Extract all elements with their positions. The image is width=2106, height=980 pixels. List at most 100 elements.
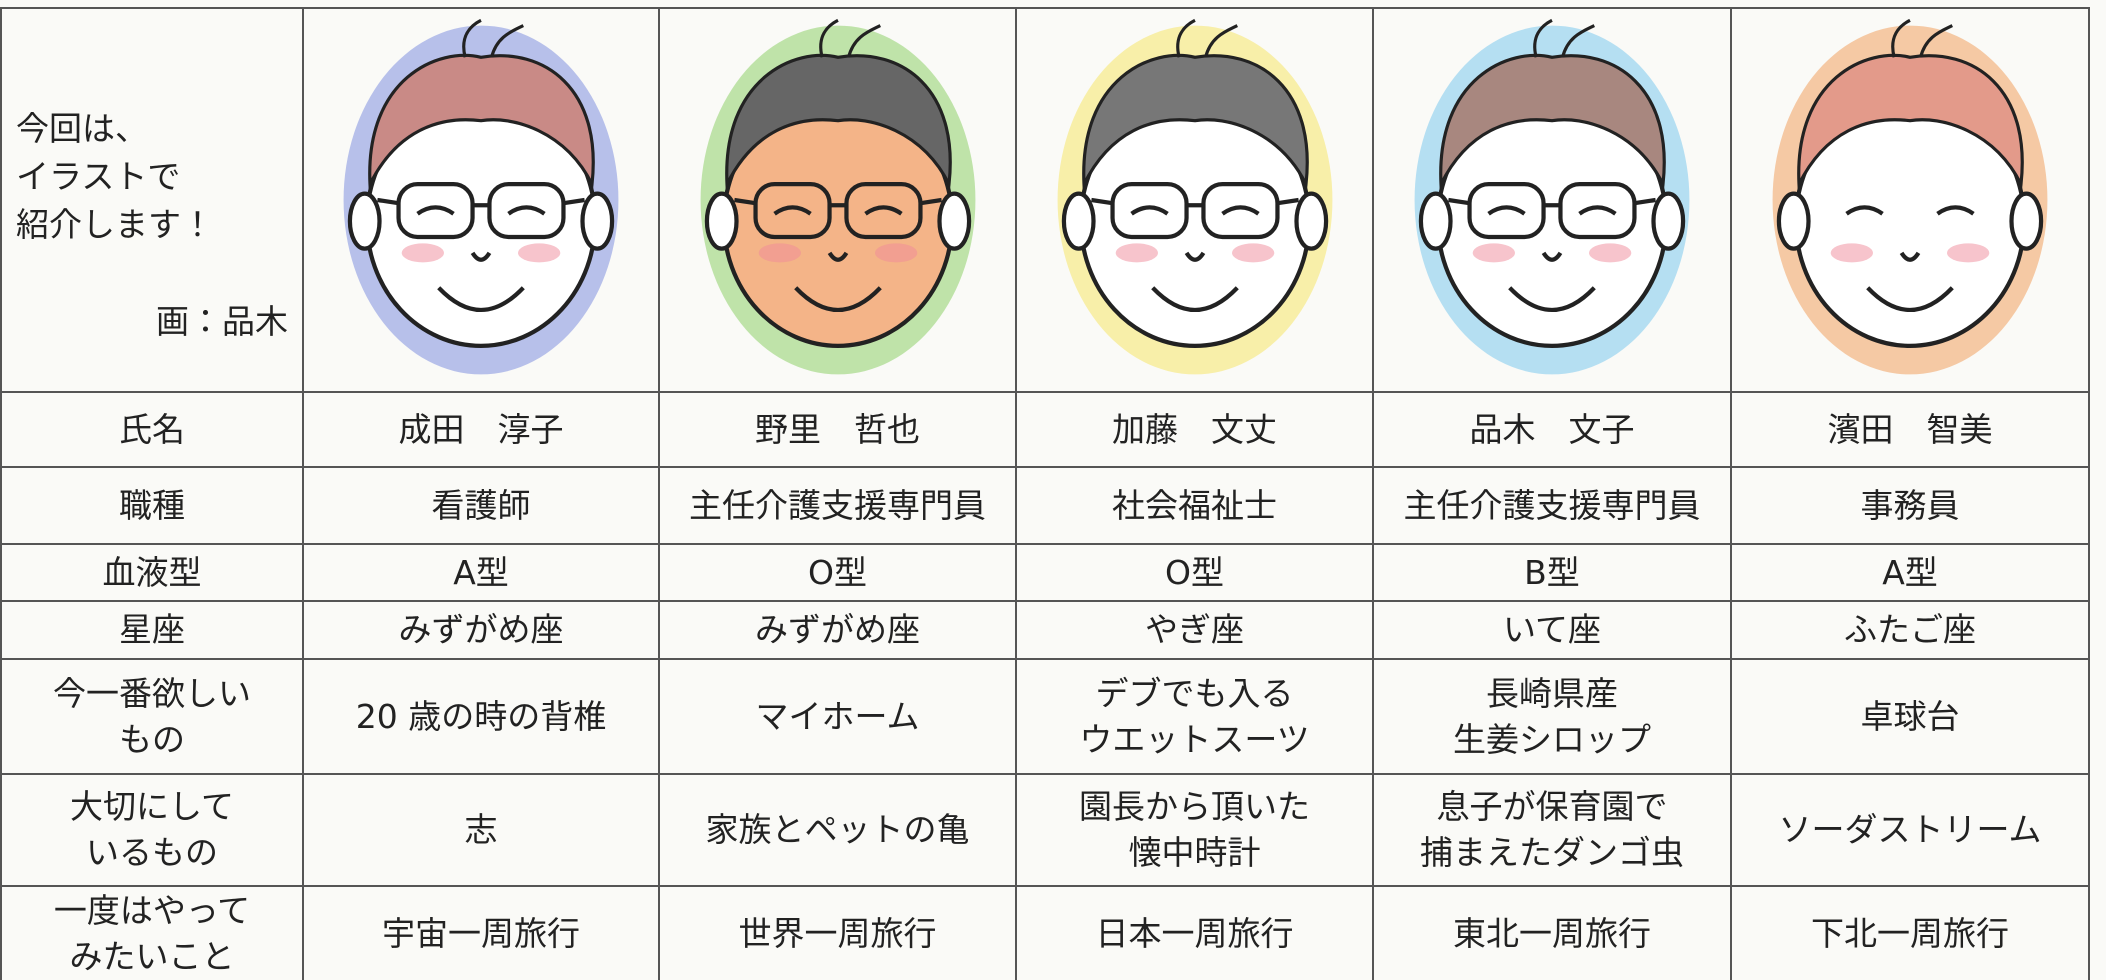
table-cell: 東北一周旅行 <box>1372 885 1732 980</box>
table-cell: 世界一周旅行 <box>658 885 1017 980</box>
text-line: 主任介護支援専門員 <box>1403 485 1701 525</box>
text-line: 生姜シロップ <box>1453 719 1651 759</box>
text-line: 世界一周旅行 <box>738 913 937 953</box>
text-line: いるもの <box>86 833 218 872</box>
text-line: 家族とペットの亀 <box>705 810 970 849</box>
text-line: みたいこと <box>69 936 235 976</box>
table-cell: 成田 淳子 <box>302 391 660 468</box>
text-line: B型 <box>1524 552 1580 592</box>
text-line: 氏名 <box>119 409 185 449</box>
text-line: 星座 <box>119 610 185 649</box>
text-line: 品木 文子 <box>1469 409 1635 449</box>
text-line: みずがめ座 <box>398 610 564 649</box>
table-cell: みずがめ座 <box>302 600 660 660</box>
text-line: 大切にして <box>69 787 234 826</box>
portrait <box>1057 18 1332 375</box>
intro-cell: 今回は、イラストで紹介します！ 画：品木 <box>0 7 304 393</box>
text-line: 卓球台 <box>1860 696 1960 736</box>
table-cell: 加藤 文丈 <box>1015 391 1374 468</box>
text-line: 志 <box>464 810 498 849</box>
row-label: 大切にして いるもの <box>0 773 304 887</box>
table-cell: 社会福祉士 <box>1015 466 1374 545</box>
text-line: ウエットスーツ <box>1079 719 1310 759</box>
table-cell: 野里 哲也 <box>658 391 1017 468</box>
table-cell: O型 <box>1015 543 1374 602</box>
text-line: 宇宙一周旅行 <box>382 913 580 953</box>
portrait-cell <box>1015 7 1374 393</box>
table-cell: 家族とペットの亀 <box>658 773 1017 887</box>
profile-table: 今回は、イラストで紹介します！ 画：品木 <box>0 7 2090 980</box>
table-cell: 志 <box>302 773 660 887</box>
portrait <box>1414 18 1690 375</box>
table-row: 血液型 A型 O型 O型 B型 A型 <box>0 543 2090 602</box>
table-row: 職種 看護師 主任介護支援専門員 社会福祉士 主任介護支援専門員 事務員 <box>0 466 2090 545</box>
table-cell: O型 <box>658 543 1017 602</box>
text-line: A型 <box>453 552 509 592</box>
row-label: 一度はやって みたいこと <box>0 885 304 980</box>
text-line: 一度はやって <box>53 890 251 930</box>
text-line: 社会福祉士 <box>1112 485 1277 525</box>
table-cell: マイホーム <box>658 658 1017 775</box>
text-line: 血液型 <box>102 552 202 592</box>
text-line: 東北一周旅行 <box>1453 913 1651 953</box>
table-cell: いて座 <box>1372 600 1732 660</box>
portrait <box>1772 18 2048 375</box>
text-line: 事務員 <box>1860 485 1960 525</box>
table-cell: B型 <box>1372 543 1732 602</box>
text-line: 今回は、 <box>16 109 148 148</box>
text-line: ソーダストリーム <box>1778 810 2042 849</box>
table-cell: 長崎県産生姜シロップ <box>1372 658 1732 775</box>
text-line: 園長から頂いた <box>1079 787 1310 826</box>
intro-text: 今回は、イラストで紹介します！ <box>16 105 288 249</box>
text-line: A型 <box>1882 552 1938 592</box>
text-line: 濱田 智美 <box>1827 409 1993 449</box>
table-row: 大切にしているもの 志 家族とペットの亀 園長から頂いた 懐中時計 息子が保育園で 捕まえた… <box>0 773 2090 887</box>
table-cell: A型 <box>302 543 660 602</box>
text-line: 日本一周旅行 <box>1095 913 1294 953</box>
text-line: イラストで <box>16 157 181 196</box>
portrait-cell <box>658 7 1017 393</box>
text-line: デブでも入る <box>1095 673 1294 713</box>
table-cell: 主任介護支援専門員 <box>1372 466 1732 545</box>
text-line: マイホーム <box>755 696 920 736</box>
text-line: 看護師 <box>431 485 531 525</box>
portrait-cell <box>1730 7 2090 393</box>
text-line: O型 <box>1165 552 1224 592</box>
text-line: みずがめ座 <box>755 610 920 649</box>
portrait <box>343 18 619 375</box>
text-line: 加藤 文丈 <box>1112 409 1277 449</box>
table-cell: ふたご座 <box>1730 600 2090 660</box>
text-line: 下北一周旅行 <box>1811 913 2009 953</box>
table-cell: 日本一周旅行 <box>1015 885 1374 980</box>
text-line: 野里 哲也 <box>755 409 920 449</box>
table-cell: 卓球台 <box>1730 658 2090 775</box>
table-cell: やぎ座 <box>1015 600 1374 660</box>
table-cell: デブでも入る ウエットスーツ <box>1015 658 1374 775</box>
text-line: 息子が保育園で <box>1436 787 1668 826</box>
text-line: 主任介護支援専門員 <box>689 485 986 525</box>
text-line: 成田 淳子 <box>398 409 564 449</box>
text-line: O型 <box>808 552 867 592</box>
text-line: 捕まえたダンゴ虫 <box>1420 833 1684 872</box>
table-cell: みずがめ座 <box>658 600 1017 660</box>
table-row: 星座 みずがめ座 みずがめ座 やぎ座 いて座 ふたご座 <box>0 600 2090 660</box>
table-body: 今回は、イラストで紹介します！ 画：品木 <box>0 7 2090 980</box>
row-label: 職種 <box>0 466 304 545</box>
table-cell: 下北一周旅行 <box>1730 885 2090 980</box>
text-line: 職種 <box>119 485 185 525</box>
portrait-row: 今回は、イラストで紹介します！ 画：品木 <box>0 7 2090 393</box>
table-cell: ソーダストリーム <box>1730 773 2090 887</box>
row-label: 氏名 <box>0 391 304 468</box>
text-line: 紹介します！ <box>16 205 214 244</box>
credit: 画：品木 <box>156 302 288 341</box>
table-cell: 息子が保育園で 捕まえたダンゴ虫 <box>1372 773 1732 887</box>
text-line: 懐中時計 <box>1128 833 1261 872</box>
text-line: いて座 <box>1502 610 1601 649</box>
table-cell: 20 歳の時の背椎 <box>302 658 660 775</box>
text-line: もの <box>119 719 185 759</box>
row-label: 星座 <box>0 600 304 660</box>
text-line: 20 歳の時の背椎 <box>355 696 607 736</box>
table-cell: 主任介護支援専門員 <box>658 466 1017 545</box>
text-line: 長崎県産 <box>1486 673 1618 713</box>
